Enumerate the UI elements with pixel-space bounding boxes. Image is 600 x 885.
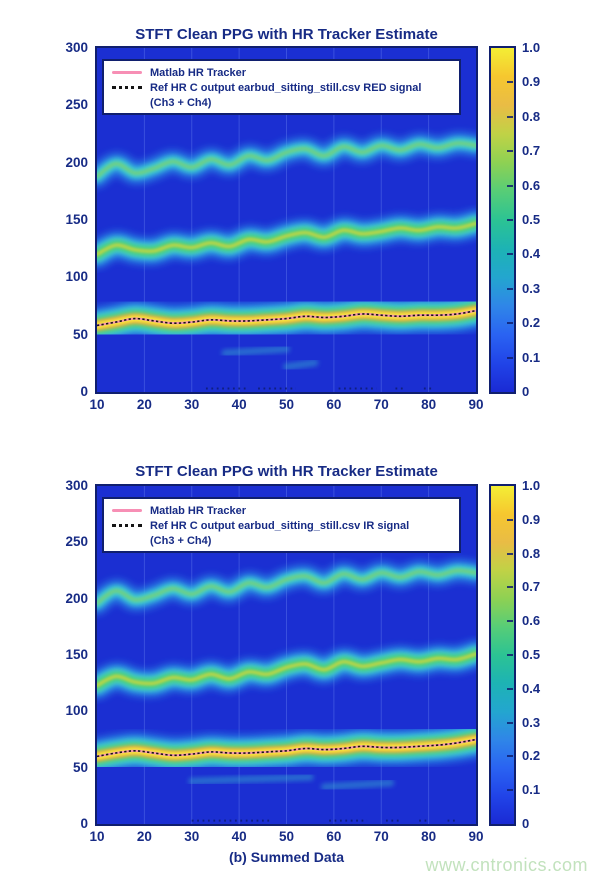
watermark: www.cntronics.com — [425, 855, 588, 875]
y-tick-label: 100 — [65, 703, 88, 719]
x-tick-label: 80 — [421, 397, 437, 412]
subfigure-caption: (b) Summed Data — [228, 849, 345, 865]
colorbar-tick — [507, 81, 513, 84]
colorbar-tick-label: 0.6 — [522, 613, 541, 629]
colorbar-tick-label: 0.3 — [522, 280, 541, 296]
legend-dotted-line-sample — [112, 524, 142, 527]
colorbar-tick-label: 0.2 — [522, 748, 541, 764]
legend-label: Matlab HR Tracker — [150, 504, 246, 517]
y-tick-label: 200 — [65, 154, 88, 170]
y-tick-label: 150 — [65, 212, 88, 227]
legend-item-tracker: Matlab HR Tracker — [112, 503, 451, 518]
legend-box: Matlab HR Tracker Ref HR C output earbud… — [102, 59, 461, 115]
x-tick-label: 50 — [278, 397, 295, 412]
y-tick-label: 250 — [65, 534, 88, 550]
colorbar-tick — [507, 552, 513, 555]
colorbar-gradient — [491, 486, 514, 824]
colorbar-tick — [507, 721, 513, 724]
y-tick-label: 100 — [65, 269, 88, 285]
colorbar — [489, 46, 516, 394]
x-tick-label: 40 — [231, 829, 247, 844]
colorbar-tick — [507, 184, 513, 187]
colorbar-tick-label: 0.9 — [522, 511, 541, 527]
colorbar-tick-label: 0.1 — [522, 349, 541, 365]
colorbar-tick-label: 0.6 — [522, 177, 541, 193]
x-tick-label: 10 — [89, 397, 105, 412]
x-tick-label: 90 — [468, 829, 484, 844]
colorbar-tick-label: 0.4 — [522, 680, 541, 696]
x-tick-label: 60 — [326, 397, 342, 412]
x-tick-label: 50 — [278, 829, 295, 844]
legend-box: Matlab HR Tracker Ref HR C output earbud… — [102, 497, 461, 553]
legend-pink-line-sample — [112, 71, 142, 74]
colorbar-tick-label: 1.0 — [522, 40, 541, 55]
colorbar-tick — [507, 518, 513, 521]
legend-dotted-line-sample — [112, 86, 142, 89]
chart-title: STFT Clean PPG with HR Tracker Estimate — [135, 463, 438, 480]
colorbar-tick-label: 0.4 — [522, 246, 541, 262]
colorbar-tick-label: 0.8 — [522, 108, 541, 124]
legend-item-channels: (Ch3 + Ch4) — [112, 95, 451, 110]
legend-label: Matlab HR Tracker — [150, 66, 246, 79]
y-tick-label: 200 — [65, 590, 88, 606]
colorbar-tick-label: 0.3 — [522, 714, 541, 730]
colorbar-tick-label: 0.5 — [522, 212, 541, 227]
colorbar-tick — [507, 115, 513, 118]
x-tick-label: 40 — [231, 397, 247, 412]
colorbar-tick — [507, 219, 513, 221]
x-tick-label: 80 — [421, 829, 437, 844]
colorbar-gradient — [491, 48, 514, 392]
y-tick-label: 300 — [65, 478, 88, 493]
x-tick-label: 10 — [89, 829, 105, 844]
y-tick-label: 50 — [72, 326, 88, 342]
legend-label: Ref HR C output earbud_sitting_still.csv… — [150, 519, 410, 532]
colorbar-tick — [507, 253, 513, 256]
colorbar-tick-label: 0.8 — [522, 545, 541, 561]
legend-item-reference: Ref HR C output earbud_sitting_still.csv… — [112, 80, 451, 95]
x-tick-label: 60 — [326, 829, 342, 844]
legend-label: Ref HR C output earbud_sitting_still.csv… — [150, 81, 422, 94]
legend-label: (Ch3 + Ch4) — [150, 96, 212, 109]
x-tick-label: 20 — [136, 397, 152, 412]
colorbar-tick — [507, 789, 513, 792]
x-tick-label: 30 — [184, 397, 200, 412]
x-tick-label: 20 — [136, 829, 152, 844]
colorbar-tick-label: 0.7 — [522, 579, 541, 595]
y-tick-label: 250 — [65, 97, 88, 113]
colorbar-tick — [507, 356, 513, 359]
colorbar-tick-label: 0.9 — [522, 74, 541, 90]
colorbar-tick — [507, 150, 513, 153]
legend-item-tracker: Matlab HR Tracker — [112, 65, 451, 80]
chart-title: STFT Clean PPG with HR Tracker Estimate — [135, 26, 438, 43]
y-tick-label: 50 — [72, 759, 88, 775]
colorbar-tick-label: 0.7 — [522, 143, 541, 159]
colorbar-tick-label: 0 — [522, 384, 530, 399]
colorbar-tick — [507, 322, 513, 325]
y-tick-label: 0 — [80, 384, 88, 399]
y-tick-label: 300 — [65, 40, 88, 55]
x-tick-label: 70 — [373, 829, 389, 844]
x-tick-label: 30 — [184, 829, 200, 844]
legend-label: (Ch3 + Ch4) — [150, 534, 212, 547]
colorbar-tick — [507, 687, 513, 690]
colorbar-tick-label: 0.1 — [522, 782, 541, 798]
colorbar-tick-label: 0.5 — [522, 647, 541, 662]
y-tick-label: 0 — [80, 816, 88, 831]
y-tick-label: 150 — [65, 647, 88, 662]
colorbar-tick-label: 0 — [522, 816, 530, 831]
legend-item-channels: (Ch3 + Ch4) — [112, 533, 451, 548]
colorbar-tick — [507, 620, 513, 623]
legend-item-reference: Ref HR C output earbud_sitting_still.csv… — [112, 518, 451, 533]
colorbar-tick-label: 0.2 — [522, 315, 541, 331]
x-tick-label: 90 — [468, 397, 484, 412]
colorbar-tick — [507, 654, 513, 656]
x-tick-label: 70 — [373, 397, 389, 412]
colorbar-tick — [507, 755, 513, 758]
colorbar — [489, 484, 516, 826]
colorbar-tick-label: 1.0 — [522, 478, 541, 493]
colorbar-tick — [507, 586, 513, 589]
legend-pink-line-sample — [112, 509, 142, 512]
colorbar-tick — [507, 287, 513, 290]
